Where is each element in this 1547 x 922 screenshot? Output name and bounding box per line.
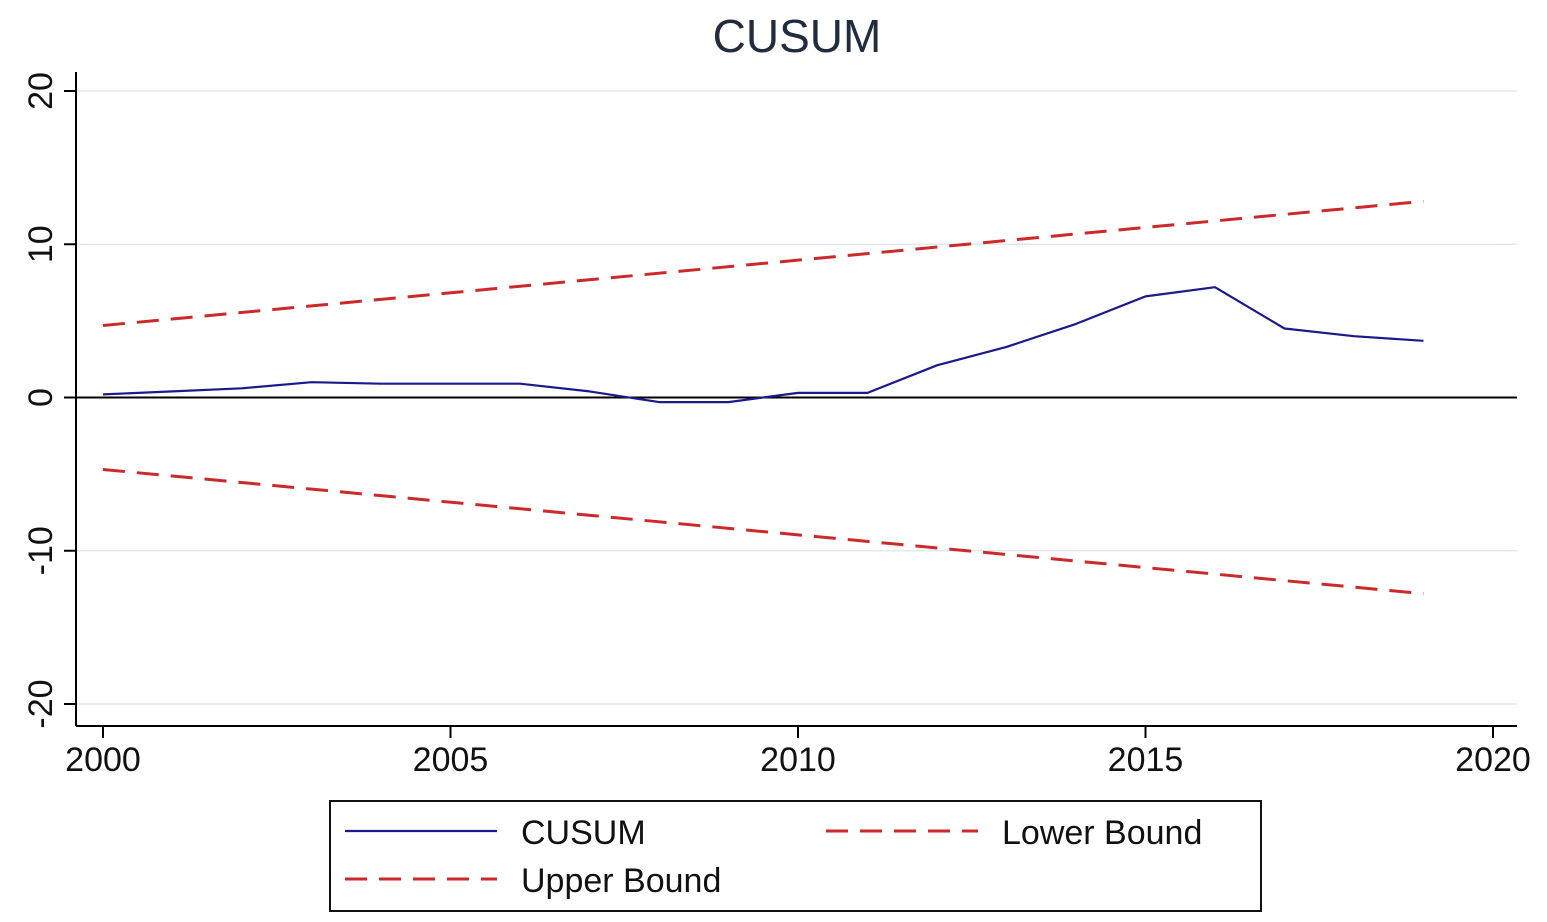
axis-ticks: -20 -10 0 10 20 2000 2005 2010 2015 2020 [22, 72, 1531, 779]
y-tick-label-0: 0 [22, 388, 60, 407]
x-tick-label-2020: 2020 [1455, 741, 1531, 779]
x-tick-label-2010: 2010 [760, 741, 836, 779]
y-tick-label-neg10: -10 [22, 526, 60, 575]
series-line-lower-bound [102, 468, 1424, 596]
axes [75, 72, 1517, 727]
plot-series [102, 199, 1424, 596]
y-tick-label-20: 20 [22, 72, 60, 110]
x-tick-label-2000: 2000 [65, 741, 141, 779]
legend-label-upper-bound: Upper Bound [521, 862, 721, 900]
legend: CUSUM Lower Bound Upper Bound [329, 800, 1262, 912]
legend-label-cusum: CUSUM [521, 814, 646, 852]
legend-label-lower-bound: Lower Bound [1002, 814, 1202, 852]
series-line-upper-bound [102, 199, 1424, 327]
legend-box [329, 800, 1262, 912]
y-tick-label-neg20: -20 [22, 679, 60, 728]
y-tick-label-10: 10 [22, 225, 60, 263]
series-line-cusum [102, 286, 1424, 404]
grid-lines [76, 90, 1517, 705]
chart-title: CUSUM [713, 10, 882, 62]
x-tick-label-2015: 2015 [1108, 741, 1184, 779]
x-tick-label-2005: 2005 [413, 741, 489, 779]
